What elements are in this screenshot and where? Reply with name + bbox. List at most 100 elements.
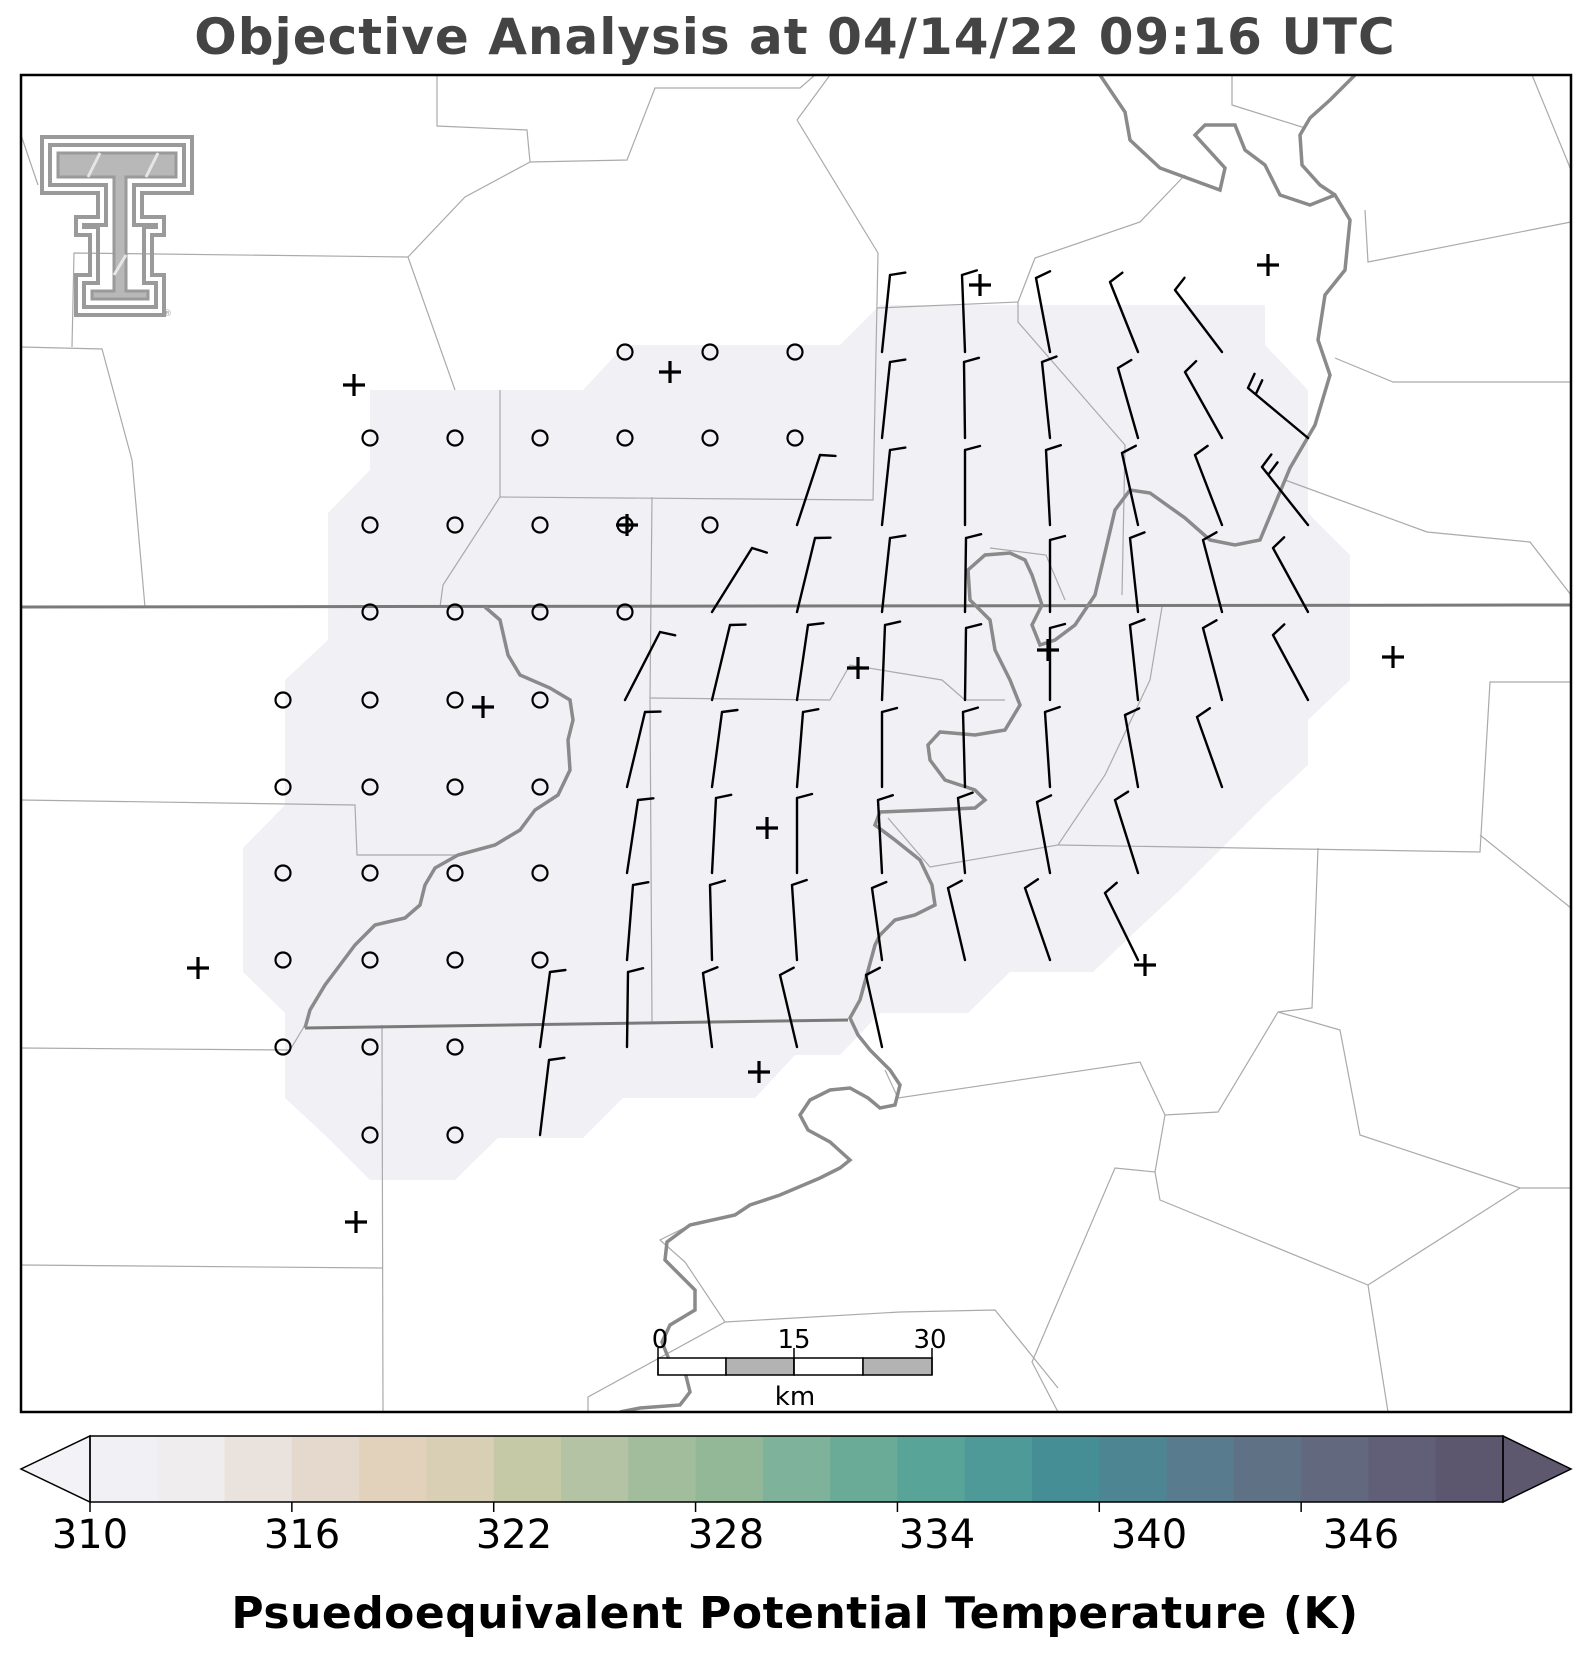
calm-wind-station-marker — [701, 343, 719, 361]
calm-wind-station-marker — [446, 1126, 464, 1144]
calm-wind-station-marker — [531, 864, 549, 882]
calm-wind-station-marker — [361, 691, 379, 709]
colorbar-segment — [1032, 1436, 1100, 1502]
colorbar-segment — [1166, 1436, 1235, 1502]
wind-barb — [623, 630, 677, 702]
wind-barb — [795, 792, 814, 875]
calm-wind-station-marker — [531, 603, 549, 621]
station-marker-plus — [1382, 646, 1404, 668]
calm-wind-station-marker — [531, 691, 549, 709]
calm-wind-station-marker — [446, 429, 464, 447]
wind-barb — [963, 444, 982, 527]
colorbar-segment — [157, 1436, 226, 1502]
colorbar-segment — [1099, 1436, 1168, 1502]
station-marker-plus — [847, 657, 869, 679]
wind-barb — [1048, 622, 1067, 702]
river-branch — [1298, 75, 1357, 197]
wind-barb — [1116, 358, 1140, 440]
wind-barb — [795, 536, 832, 614]
wind-barb — [876, 794, 894, 875]
wind-barb — [538, 1056, 566, 1137]
colorbar-segment — [964, 1436, 1033, 1502]
wind-barb — [1201, 619, 1224, 702]
observations-layer — [187, 254, 1404, 1233]
river-west — [303, 605, 575, 1029]
station-marker-plus — [748, 1061, 770, 1083]
station-marker-plus — [187, 957, 209, 979]
calm-wind-station-marker — [531, 516, 549, 534]
scale-bar-segment — [862, 1357, 933, 1376]
wind-barb — [1044, 444, 1062, 527]
wind-barb — [1034, 270, 1052, 354]
scale-bar-segment — [725, 1357, 795, 1376]
wind-barb — [538, 968, 567, 1049]
calm-wind-station-marker — [361, 516, 379, 534]
colorbar-segment — [426, 1436, 495, 1502]
texas-tech-double-t-logo — [40, 135, 194, 317]
wind-barb — [1103, 881, 1140, 962]
station-marker-plus — [969, 274, 991, 296]
calm-wind-station-marker — [616, 429, 634, 447]
colorbar-segment — [762, 1436, 831, 1502]
scale-bar-label-30: 30 — [913, 1325, 946, 1355]
calm-wind-station-marker — [616, 343, 634, 361]
wind-barb — [625, 881, 650, 962]
station-marker-plus — [616, 514, 638, 536]
calm-wind-station-marker — [274, 951, 292, 969]
wind-barb — [1048, 534, 1067, 614]
colorbar-tick-label: 334 — [898, 1512, 976, 1558]
calm-wind-station-marker — [274, 778, 292, 796]
wind-barb — [710, 623, 747, 702]
wind-barb — [946, 879, 967, 962]
wind-barb — [710, 793, 733, 875]
wind-barb — [1043, 705, 1061, 789]
wind-barb — [864, 966, 884, 1049]
colorbar — [19, 1434, 1573, 1512]
wind-barb — [795, 708, 820, 789]
calm-wind-station-marker — [786, 343, 804, 361]
calm-wind-station-marker — [361, 429, 379, 447]
colorbar-segment — [628, 1436, 697, 1502]
wind-barb — [1123, 707, 1141, 789]
wind-barb — [795, 453, 837, 527]
calm-wind-station-marker — [701, 516, 719, 534]
colorbar-segment — [1435, 1436, 1504, 1502]
wind-barb — [1271, 536, 1310, 614]
wind-barb — [790, 878, 808, 962]
calm-wind-station-marker — [446, 1038, 464, 1056]
wind-barb — [1120, 444, 1140, 527]
wind-barb — [1246, 372, 1310, 440]
wind-barb — [880, 620, 902, 702]
wind-barb — [710, 546, 768, 614]
scale-bar-label-0: 0 — [652, 1325, 669, 1355]
analysis-field-area — [243, 305, 1350, 1180]
colorbar-segment — [493, 1436, 562, 1502]
wind-barb — [1113, 790, 1140, 875]
wind-barb — [880, 706, 899, 789]
map-frame — [19, 73, 1573, 1414]
wind-barb — [795, 622, 825, 702]
wind-barb — [963, 533, 983, 614]
wind-barb — [625, 710, 662, 789]
calm-wind-station-marker — [446, 691, 464, 709]
calm-wind-station-marker — [274, 864, 292, 882]
wind-barb — [1035, 794, 1053, 875]
colorbar-tick-label: 328 — [687, 1512, 765, 1558]
wind-barb — [1195, 707, 1224, 789]
station-marker-plus — [472, 696, 494, 718]
colorbar-tick-label: 346 — [1322, 1512, 1400, 1558]
colorbar-segment — [695, 1436, 764, 1502]
colorbar-outline — [89, 1435, 1504, 1503]
station-marker-plus — [1134, 954, 1156, 976]
wind-barb — [956, 791, 974, 875]
wind-barb — [1260, 453, 1310, 527]
wind-barb — [963, 623, 983, 702]
wind-barb — [625, 797, 655, 875]
station-marker-plus — [343, 374, 365, 396]
calm-wind-station-marker — [446, 516, 464, 534]
wind-barb — [1108, 271, 1140, 354]
wind-barb — [625, 967, 645, 1049]
colorbar-segment — [224, 1436, 293, 1502]
county-borders — [21, 75, 1571, 1412]
